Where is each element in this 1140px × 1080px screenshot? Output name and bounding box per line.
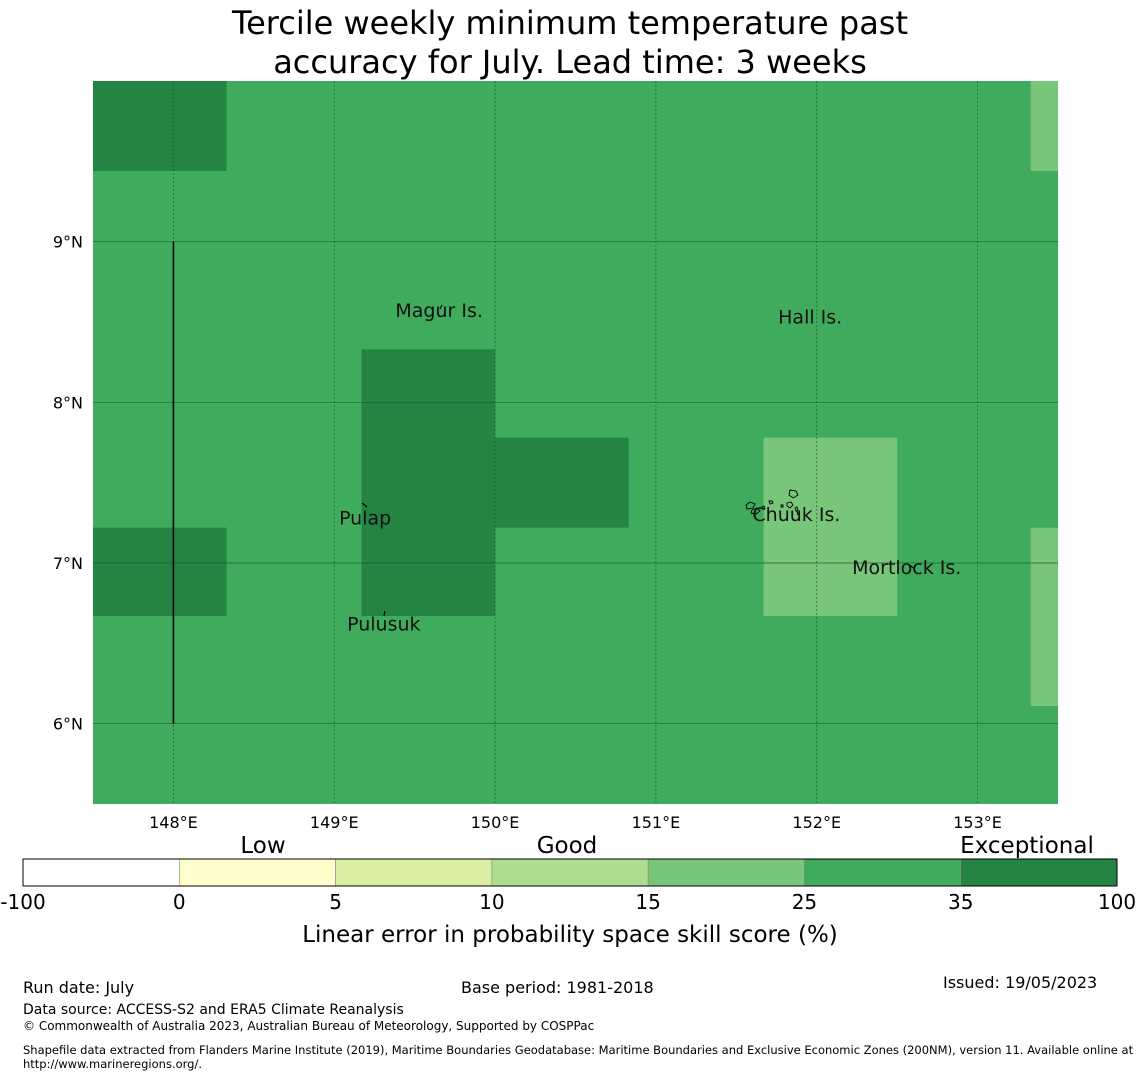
island-outline — [788, 489, 799, 499]
colorbar-bin — [647, 858, 805, 887]
colorbar-bin — [491, 858, 649, 887]
island-outline — [786, 501, 794, 509]
colorbar-bin — [804, 858, 962, 887]
colorbar-bins — [22, 858, 1118, 887]
place-label: Mortlock Is. — [852, 557, 961, 579]
title-line-2: accuracy for July. Lead time: 3 weeks — [273, 43, 867, 81]
y-tick-label: 6°N — [53, 715, 83, 734]
colorbar-frame — [22, 858, 1118, 887]
colorbar-tick-label: -100 — [0, 890, 45, 914]
copyright: © Commonwealth of Australia 2023, Austra… — [23, 1019, 595, 1033]
island-mark — [439, 304, 443, 310]
island-outline — [794, 506, 799, 512]
island-outline — [761, 505, 766, 510]
colorbar-tick-label: 100 — [1098, 890, 1136, 914]
island-mark — [383, 610, 386, 617]
island-mark — [361, 502, 368, 508]
base-period: Base period: 1981-2018 — [461, 978, 654, 997]
colorbar-tick-label: 10 — [479, 890, 504, 914]
y-tick-label: 8°N — [53, 393, 83, 412]
colorbar-bin — [22, 858, 180, 887]
map-cell — [93, 81, 227, 171]
y-tick-label: 7°N — [53, 554, 83, 573]
colorbar-bin — [335, 858, 493, 887]
island-outline — [750, 507, 761, 515]
colorbar-tick-label: 0 — [173, 890, 186, 914]
colorbar-tick-label: 25 — [792, 890, 817, 914]
title-line-1: Tercile weekly minimum temperature past — [231, 4, 909, 42]
map-cell — [1030, 527, 1058, 706]
colorbar-tick-labels: -100 0 5 10 15 25 35 100 — [0, 890, 1136, 914]
island-mark — [796, 510, 799, 516]
colorbar-label: Linear error in probability space skill … — [302, 922, 838, 948]
place-label: Chuuk Is. — [752, 504, 840, 526]
map-cell — [1030, 81, 1058, 171]
island-outline — [780, 504, 784, 508]
x-tick-label: 153°E — [953, 813, 1002, 832]
x-tick-label: 151°E — [632, 813, 681, 832]
map-cells — [93, 81, 1058, 706]
map-title: Tercile weekly minimum temperature past … — [0, 4, 1140, 82]
place-label: Pulusuk — [347, 613, 420, 635]
island-outline — [768, 500, 774, 505]
issued-date: Issued: 19/05/2023 — [943, 973, 1098, 992]
y-tick-label: 9°N — [53, 233, 83, 252]
x-tick-label: 149°E — [310, 813, 359, 832]
colorbar-bin — [960, 858, 1118, 887]
map-cell — [93, 527, 227, 617]
colorbar-bin — [178, 858, 336, 887]
x-tick-label: 150°E — [471, 813, 520, 832]
colorbar-tick-label: 5 — [329, 890, 342, 914]
map-cell — [495, 437, 629, 528]
shapefile-credit: Shapefile data extracted from Flanders M… — [23, 1043, 1134, 1071]
island-outline — [745, 501, 756, 510]
map-cell — [361, 349, 496, 617]
colorbar-tick-label: 15 — [635, 890, 660, 914]
place-labels: Magur Is. Hall Is. Pulap Chuuk Is. Mortlock … — [339, 300, 961, 635]
x-tick-label: 148°E — [149, 813, 198, 832]
x-tick-label: 152°E — [792, 813, 841, 832]
colorbar-tick-label: 35 — [948, 890, 973, 914]
coastlines — [172, 241, 914, 724]
axis-tick-labels: 148°E 149°E 150°E 151°E 152°E 153°E 9°N 8°N 7°N 6… — [53, 233, 1002, 832]
place-label: Hall Is. — [778, 307, 842, 329]
skill-score-map: Magur Is. Hall Is. Pulap Chuuk Is. Mortlock … — [53, 81, 1058, 832]
place-label: Magur Is. — [395, 300, 483, 322]
data-source: Data source: ACCESS-S2 and ERA5 Climate … — [23, 1002, 404, 1018]
run-date: Run date: July — [23, 978, 135, 997]
island-mark — [909, 564, 914, 569]
map-cell — [763, 437, 898, 617]
place-label: Pulap — [339, 507, 391, 529]
